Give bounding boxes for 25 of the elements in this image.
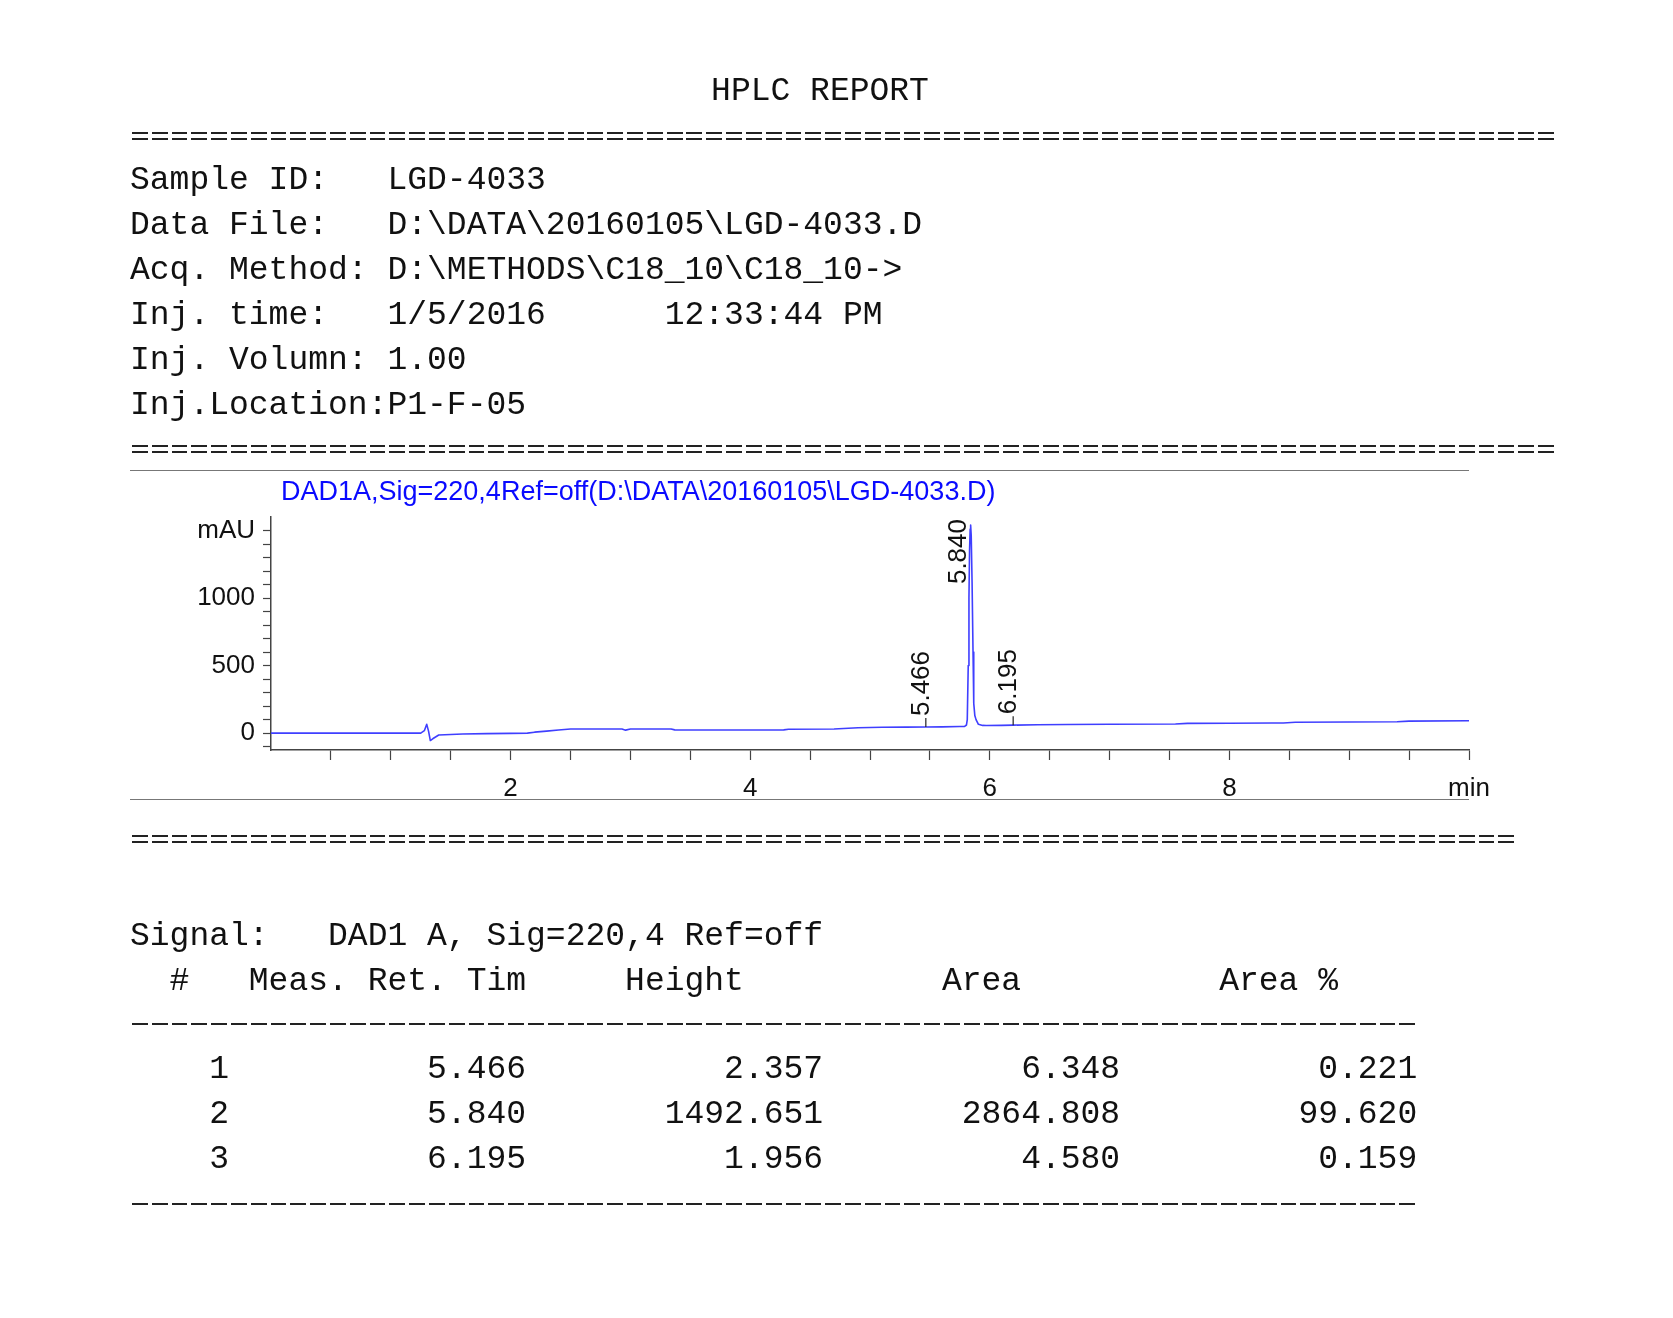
text: Sample ID: LGD-4033: [130, 161, 546, 199]
y-tick-label: 0: [240, 716, 255, 747]
annotation: 6.195: [992, 649, 1023, 715]
text: Signal: DAD1 A, Sig=220,4 Ref=off: [130, 917, 824, 955]
y-tick-label: 500: [211, 648, 255, 679]
text: Inj.Location:P1-F-05: [130, 386, 527, 424]
x-tick-label: 4: [742, 771, 758, 802]
text: Data File: D:\DATA\20160105\LGD-4033.D: [130, 206, 923, 244]
text: Acq. Method: D:\METHODS\C18_10\C18_10->: [130, 251, 903, 289]
text: 1 5.466 2.357 6.348 0.221: [209, 1050, 1418, 1088]
text: Inj. Volumn: 1.00: [130, 341, 467, 379]
x-tick-label: min: [1448, 771, 1490, 802]
x-tick-label: 8: [1222, 771, 1237, 802]
x-tick-label: 6: [982, 771, 998, 802]
annotation: 5.840: [941, 518, 972, 585]
x-tick-label: 2: [503, 771, 518, 802]
text: # Meas. Ret. Tim Height Area Area %: [169, 962, 1338, 1000]
text: 2 5.840 1492.651 2864.808 99.620: [209, 1095, 1418, 1133]
y-tick-label: mAU: [197, 513, 255, 544]
chart-subtitle: DAD1A,Sig=220,4Ref=off(D:\DATA\20160105\LGD-4033.D): [281, 476, 996, 506]
text: 3 6.195 1.956 4.580 0.159: [209, 1140, 1418, 1178]
annotation: 5.466: [905, 650, 935, 717]
y-tick-label: 1000: [197, 581, 255, 612]
text: Inj. time: 1/5/2016 12:33:44 PM: [130, 296, 883, 334]
chart-title: HPLC REPORT: [711, 72, 929, 110]
